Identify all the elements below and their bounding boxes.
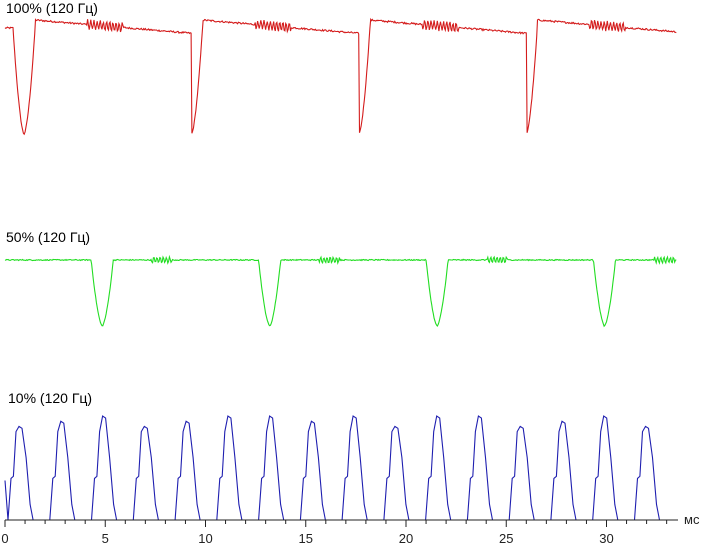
series-label-50: 50% (120 Гц) [6, 229, 90, 245]
x-axis-unit: мс [684, 512, 700, 527]
x-axis: мс 0 5 10 15 20 25 30 [1, 512, 700, 546]
x-tick-label: 30 [599, 531, 613, 546]
series-line-50 [4, 254, 677, 328]
series-line-100 [4, 17, 677, 136]
series-layer [4, 17, 677, 521]
series-line-10 [4, 415, 671, 521]
x-tick-label: 5 [102, 531, 109, 546]
series-label-100: 100% (120 Гц) [6, 0, 98, 16]
x-tick-label: 10 [198, 531, 212, 546]
x-tick-label: 20 [399, 531, 413, 546]
x-tick-label: 25 [499, 531, 513, 546]
x-tick-label: 15 [299, 531, 313, 546]
x-tick-label: 0 [1, 531, 8, 546]
series-label-10: 10% (120 Гц) [8, 390, 92, 406]
